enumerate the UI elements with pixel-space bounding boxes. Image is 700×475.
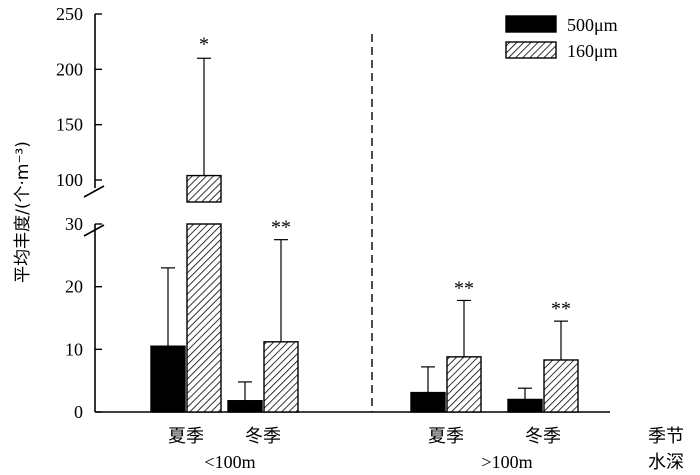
y-tick-label: 0 bbox=[74, 402, 83, 422]
depth-label: <100m bbox=[204, 452, 255, 472]
y-tick-label: 250 bbox=[56, 4, 83, 24]
season-label: 冬季 bbox=[525, 426, 561, 447]
bar-160-upper bbox=[186, 174, 222, 203]
legend-label: 160μm bbox=[567, 41, 618, 61]
significance-label: * bbox=[199, 33, 209, 55]
season-row-title: 季节 bbox=[648, 426, 684, 447]
legend-label: 500μm bbox=[567, 15, 618, 35]
bar-160 bbox=[263, 341, 299, 413]
depth-label: >100m bbox=[481, 452, 532, 472]
season-label: 冬季 bbox=[245, 426, 281, 447]
y-tick-label: 20 bbox=[65, 277, 83, 297]
depth-row-title: 水深 bbox=[648, 452, 684, 473]
axis-break-mark bbox=[83, 185, 105, 198]
significance-label: ** bbox=[454, 277, 474, 299]
season-label: 夏季 bbox=[428, 426, 464, 447]
y-tick-label: 100 bbox=[56, 170, 83, 190]
bar-500 bbox=[150, 345, 186, 413]
y-axis-label: 平均丰度/(个·m⁻³) bbox=[13, 141, 33, 283]
bar-500 bbox=[410, 391, 446, 413]
significance-label: ** bbox=[551, 298, 571, 320]
significance-label: ** bbox=[271, 217, 291, 239]
legend-swatch-1 bbox=[505, 41, 557, 59]
y-tick-label: 150 bbox=[56, 115, 83, 135]
bar-500 bbox=[507, 398, 543, 413]
y-tick-label: 30 bbox=[65, 214, 83, 234]
bar-500 bbox=[227, 400, 263, 413]
legend-swatch-0 bbox=[505, 15, 557, 33]
y-tick-label: 10 bbox=[65, 339, 83, 359]
bar-160 bbox=[543, 359, 579, 413]
bar-160 bbox=[446, 356, 482, 413]
bar-160 bbox=[186, 223, 222, 413]
season-label: 夏季 bbox=[168, 426, 204, 447]
y-tick-label: 200 bbox=[56, 59, 83, 79]
axis-break-mark bbox=[83, 224, 105, 237]
